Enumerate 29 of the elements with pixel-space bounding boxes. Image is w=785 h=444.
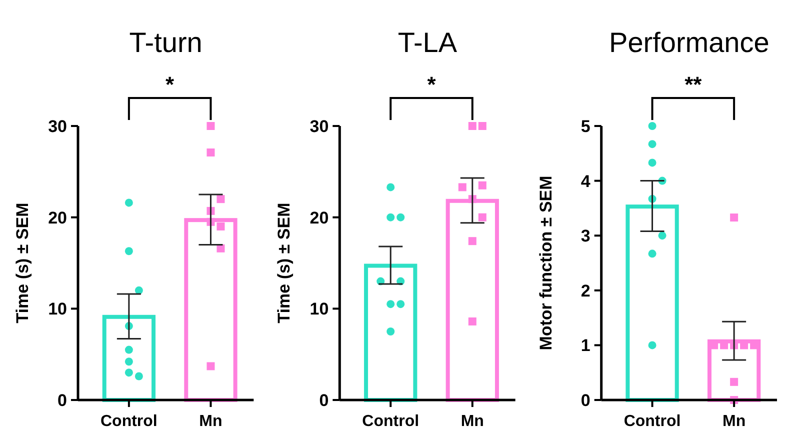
y-tick-label: 1 <box>580 336 590 356</box>
y-tick-label: 0 <box>580 390 590 410</box>
x-tick-label: Mn <box>199 413 222 430</box>
y-tick-label: 10 <box>48 300 67 319</box>
y-tick-label: 0 <box>58 390 67 410</box>
y-tick-label: 20 <box>48 208 67 228</box>
y-axis-title: Time (s) ± SEM <box>13 202 32 324</box>
y-tick-label: 30 <box>310 116 329 136</box>
y-tick-label: 2 <box>580 281 590 300</box>
y-tick-label: 5 <box>580 116 590 136</box>
chart-title: T-LA <box>398 27 458 58</box>
y-tick-label: 4 <box>580 172 591 191</box>
y-tick-label: 10 <box>310 300 329 319</box>
y-tick-label: 20 <box>310 208 329 228</box>
x-tick-label: Control <box>100 413 158 430</box>
text: * <box>166 72 175 97</box>
y-tick-label: 0 <box>319 390 329 410</box>
y-tick-label: 3 <box>580 226 590 246</box>
text: ** <box>684 72 702 97</box>
chart-title: T-turn <box>129 27 202 58</box>
x-tick-label: Mn <box>460 413 484 430</box>
chart-title: Performance <box>609 27 770 58</box>
y-tick-label: 30 <box>48 116 67 136</box>
x-tick-label: Control <box>362 413 420 430</box>
x-tick-label: Mn <box>722 413 746 430</box>
y-axis-title: Motor function ± SEM <box>536 176 556 350</box>
x-tick-label: Control <box>624 413 681 430</box>
y-axis-title: Time (s) ± SEM <box>274 202 294 324</box>
text: * <box>427 72 436 97</box>
